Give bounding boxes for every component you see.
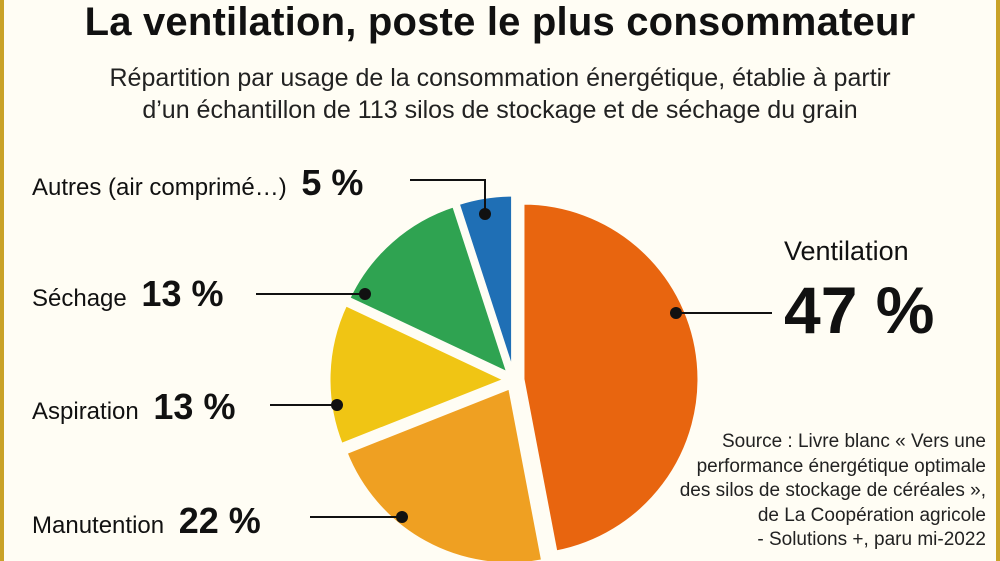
label-ventilation-name: Ventilation <box>784 236 909 266</box>
leader-line-autres <box>410 179 486 214</box>
leader-dot-manutention <box>396 511 408 523</box>
label-aspiration-name: Aspiration <box>32 398 139 425</box>
subtitle-line-2: d’un échantillon de 113 silos de stockag… <box>142 96 858 124</box>
chart-subtitle: Répartition par usage de la consommation… <box>0 62 1000 126</box>
label-autres-name: Autres (air comprimé…) <box>32 174 287 201</box>
label-aspiration: Aspiration 13 % <box>32 389 235 429</box>
source-line-1: Source : Livre blanc « Vers une <box>721 431 986 452</box>
label-sechage-value: 13 % <box>141 273 224 314</box>
subtitle-line-1: Répartition par usage de la consommation… <box>109 64 891 92</box>
leader-dot-autres <box>479 208 491 220</box>
pie-slice-sechage <box>346 203 511 377</box>
pie-slice-ventilation <box>521 201 701 554</box>
pie-slice-aspiration <box>327 302 509 447</box>
source-note: Source : Livre blanc « Vers une performa… <box>626 430 986 553</box>
source-line-2: performance énergétique optimale <box>696 455 986 477</box>
label-sechage-name: Séchage <box>32 285 127 312</box>
source-line-4: de La Coopération agricole <box>757 504 986 526</box>
label-manutention-value: 22 % <box>178 500 261 541</box>
source-line-5: - Solutions +, paru mi-2022 <box>757 529 986 550</box>
label-aspiration-value: 13 % <box>153 386 236 427</box>
label-autres-value: 5 % <box>301 162 364 203</box>
source-line-3: des silos de stockage de céréales », <box>679 480 986 501</box>
label-sechage: Séchage 13 % <box>32 276 223 316</box>
leader-dot-sechage <box>359 288 371 300</box>
label-ventilation-value: 47 % <box>784 273 935 347</box>
label-manutention: Manutention 22 % <box>32 503 261 543</box>
chart-title: La ventilation, poste le plus consommate… <box>84 0 916 44</box>
label-manutention-name: Manutention <box>32 512 165 539</box>
label-autres: Autres (air comprimé…) 5 % <box>32 165 363 205</box>
leader-dot-ventilation <box>670 307 682 319</box>
leader-dot-aspiration <box>331 399 343 411</box>
